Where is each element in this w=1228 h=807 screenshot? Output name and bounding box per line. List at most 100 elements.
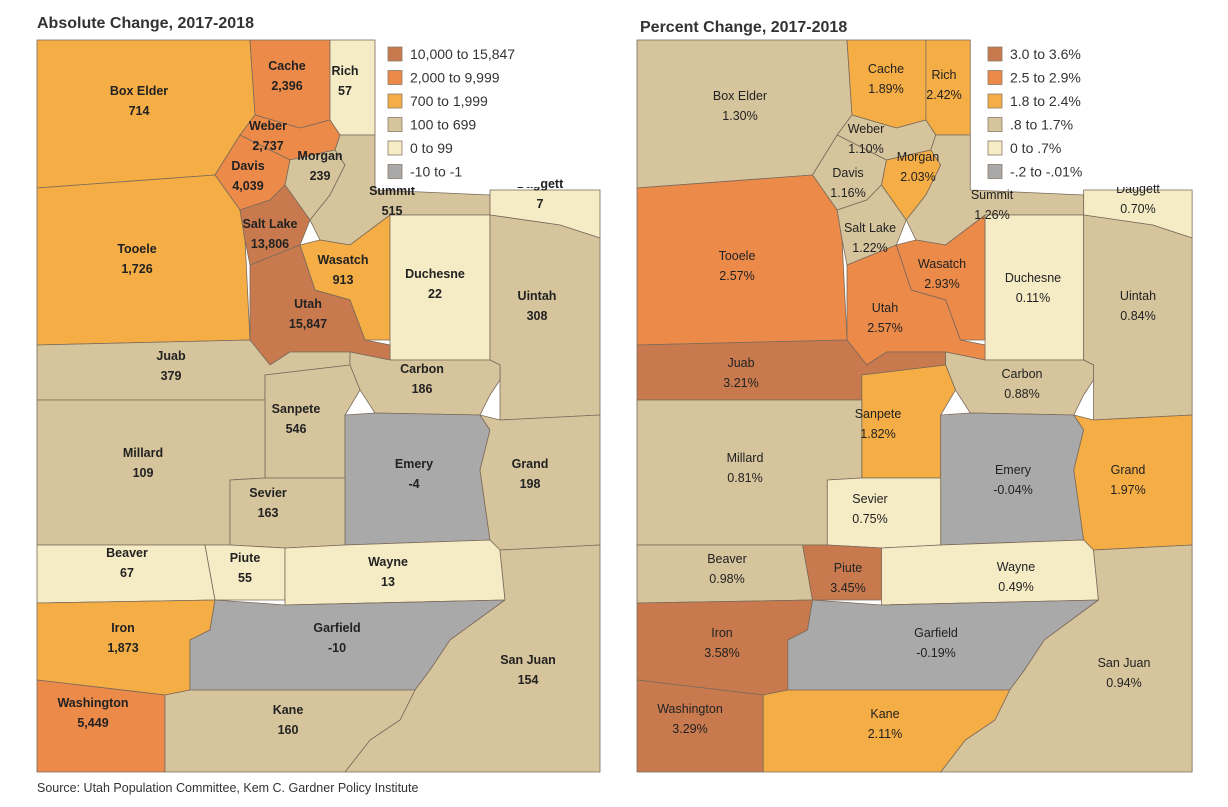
county-rich-absolute bbox=[329, 39, 376, 136]
county-value-label: 0.49% bbox=[998, 580, 1033, 594]
county-sevier-absolute bbox=[229, 477, 346, 549]
county-value-label: 1,726 bbox=[121, 262, 152, 276]
county-value-label: 714 bbox=[129, 104, 150, 118]
county-value-label: 2,396 bbox=[271, 79, 302, 93]
county-value-label: 3.58% bbox=[704, 646, 739, 660]
county-name-label: Utah bbox=[294, 297, 322, 311]
county-value-label: 0.75% bbox=[852, 512, 887, 526]
county-name-label: Duchesne bbox=[1005, 271, 1061, 285]
county-name-label: Weber bbox=[848, 122, 885, 136]
county-value-label: 1.30% bbox=[722, 109, 757, 123]
county-name-label: Millard bbox=[123, 446, 163, 460]
legend-swatch bbox=[987, 164, 1003, 179]
county-value-label: 1.97% bbox=[1110, 483, 1145, 497]
legend-swatch bbox=[987, 140, 1003, 156]
county-value-label: 0.11% bbox=[1016, 291, 1051, 305]
county-value-label: 13,806 bbox=[251, 237, 289, 251]
county-name-label: Rich bbox=[331, 64, 358, 78]
county-name-label: Summit bbox=[369, 184, 416, 198]
county-name-label: Box Elder bbox=[110, 84, 168, 98]
county-value-label: 2.42% bbox=[926, 88, 961, 102]
county-name-label: Iron bbox=[111, 621, 135, 635]
county-value-label: 163 bbox=[258, 506, 279, 520]
county-value-label: 22 bbox=[428, 287, 442, 301]
legend-swatch bbox=[387, 46, 403, 62]
county-name-label: Beaver bbox=[106, 546, 148, 560]
county-name-label: Garfield bbox=[914, 626, 958, 640]
county-name-label: Juab bbox=[727, 356, 754, 370]
county-name-label: Piute bbox=[834, 561, 863, 575]
county-name-label: San Juan bbox=[1098, 656, 1151, 670]
county-name-label: Carbon bbox=[400, 362, 444, 376]
legend-background bbox=[380, 37, 540, 187]
county-name-label: Kane bbox=[870, 707, 899, 721]
legend-label: 2,000 to 9,999 bbox=[410, 70, 500, 86]
county-salt-lake-percent bbox=[836, 184, 907, 266]
county-value-label: 1.82% bbox=[860, 427, 895, 441]
county-name-label: Morgan bbox=[297, 149, 342, 163]
county-salt-lake-absolute bbox=[239, 184, 311, 266]
county-value-label: 3.29% bbox=[672, 722, 707, 736]
county-name-label: Washington bbox=[57, 696, 128, 710]
county-name-label: Emery bbox=[995, 463, 1032, 477]
county-name-label: Box Elder bbox=[713, 89, 767, 103]
county-value-label: 154 bbox=[518, 673, 539, 687]
legend-swatch bbox=[987, 93, 1003, 109]
county-name-label: Utah bbox=[872, 301, 898, 315]
county-value-label: 2.57% bbox=[867, 321, 902, 335]
county-value-label: -10 bbox=[328, 641, 346, 655]
county-name-label: Washington bbox=[657, 702, 723, 716]
county-name-label: Uintah bbox=[1120, 289, 1156, 303]
county-value-label: 0.84% bbox=[1120, 309, 1155, 323]
county-value-label: -0.04% bbox=[993, 483, 1033, 497]
percent-map-legend: 3.0 to 3.6% 2.5 to 2.9% 1.8 to 2.4% .8 to 1… bbox=[980, 37, 1140, 187]
county-name-label: Wasatch bbox=[918, 257, 966, 271]
county-value-label: 913 bbox=[333, 273, 354, 287]
county-name-label: Juab bbox=[156, 349, 186, 363]
county-duchesne-percent bbox=[984, 214, 1085, 361]
county-value-label: 515 bbox=[382, 204, 403, 218]
county-name-label: Grand bbox=[512, 457, 549, 471]
county-kane-absolute bbox=[164, 689, 416, 773]
county-name-label: Salt Lake bbox=[844, 221, 896, 235]
legend-label: 100 to 699 bbox=[410, 117, 476, 133]
county-name-label: Cache bbox=[268, 59, 306, 73]
absolute-change-map bbox=[36, 39, 601, 773]
legend-label: 700 to 1,999 bbox=[410, 93, 488, 109]
legend-swatch bbox=[987, 70, 1003, 85]
county-kane-percent bbox=[762, 689, 1011, 773]
county-value-label: 57 bbox=[338, 84, 352, 98]
county-carbon-percent bbox=[945, 351, 1094, 416]
county-value-label: 160 bbox=[278, 723, 299, 737]
county-value-label: 379 bbox=[161, 369, 182, 383]
legend-label: 0 to 99 bbox=[410, 140, 453, 156]
county-value-label: 4,039 bbox=[232, 179, 263, 193]
county-value-label: 198 bbox=[520, 477, 541, 491]
county-value-label: 2.57% bbox=[719, 269, 754, 283]
county-value-label: 1.16% bbox=[830, 186, 865, 200]
county-name-label: Davis bbox=[231, 159, 264, 173]
county-name-label: San Juan bbox=[500, 653, 556, 667]
county-value-label: 3.21% bbox=[723, 376, 758, 390]
absolute-map-title: Absolute Change, 2017-2018 bbox=[37, 15, 254, 32]
county-value-label: 1.22% bbox=[852, 241, 887, 255]
county-name-label: Summit bbox=[971, 188, 1014, 202]
percent-change-map bbox=[636, 39, 1193, 773]
county-name-label: Davis bbox=[832, 166, 863, 180]
county-value-label: 1.10% bbox=[848, 142, 883, 156]
county-value-label: 15,847 bbox=[289, 317, 327, 331]
county-wayne-percent bbox=[881, 539, 1099, 606]
county-name-label: Uintah bbox=[518, 289, 557, 303]
county-value-label: 67 bbox=[120, 566, 134, 580]
legend-label: -.2 to -.01% bbox=[1010, 164, 1082, 180]
legend-swatch bbox=[387, 117, 403, 132]
county-name-label: Emery bbox=[395, 457, 433, 471]
county-value-label: 2,737 bbox=[252, 139, 283, 153]
legend-swatch bbox=[987, 46, 1003, 62]
county-value-label: 546 bbox=[286, 422, 307, 436]
county-name-label: Sanpete bbox=[855, 407, 902, 421]
county-name-label: Sanpete bbox=[272, 402, 321, 416]
county-name-label: Iron bbox=[711, 626, 733, 640]
county-value-label: 2.93% bbox=[924, 277, 959, 291]
